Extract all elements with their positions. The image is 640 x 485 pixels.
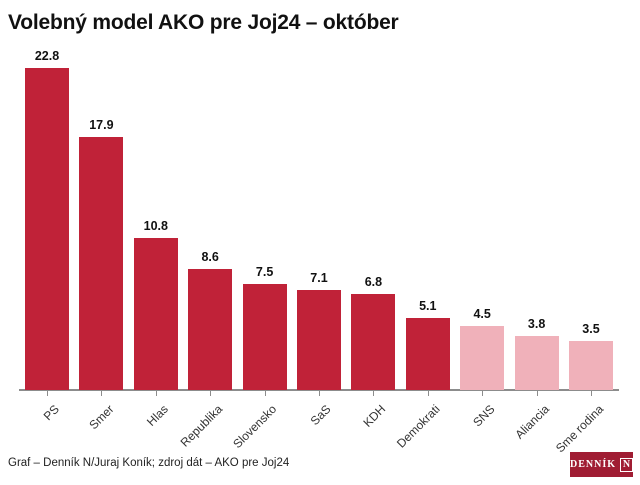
axis-tick xyxy=(536,391,538,396)
axis-tick xyxy=(155,391,157,396)
bar-value-label: 4.5 xyxy=(473,307,491,322)
bar-Demokrati xyxy=(405,317,450,390)
category-label-Smer: Smer xyxy=(86,402,117,433)
bar-value-label: 3.5 xyxy=(582,321,600,336)
category-label-PS: PS xyxy=(40,402,62,424)
bar-value-label: 22.8 xyxy=(34,49,60,64)
bar-SNS xyxy=(460,326,505,390)
category-label-Demokrati: Demokrati xyxy=(394,402,443,451)
bar-value-label: 5.1 xyxy=(419,298,437,313)
bar-Smer xyxy=(79,137,124,390)
bar-Hlas xyxy=(133,237,178,390)
bar-KDH xyxy=(351,293,396,390)
bar-PS xyxy=(25,68,69,390)
axis-tick xyxy=(427,391,429,396)
bar-Slovensko xyxy=(242,284,287,390)
axis-tick xyxy=(264,391,266,396)
logo-n-icon: N xyxy=(620,457,633,472)
dennik-n-logo: DENNÍK N xyxy=(570,452,633,477)
axis-tick xyxy=(482,391,484,396)
axis-tick xyxy=(47,391,48,396)
bar-value-label: 7.5 xyxy=(255,265,274,280)
axis-tick xyxy=(210,391,212,396)
bar-value-label: 3.8 xyxy=(527,317,546,332)
bar-Republika xyxy=(188,268,233,390)
category-label-Slovensko: Slovensko xyxy=(230,402,280,452)
axis-tick xyxy=(101,391,103,396)
bar-value-label: 7.1 xyxy=(310,270,328,285)
category-label-SaS: SaS xyxy=(307,402,334,428)
bar-value-label: 17.9 xyxy=(89,118,114,133)
bar-Sme rodina xyxy=(569,340,613,390)
logo-wordmark: DENNÍK xyxy=(570,458,617,470)
credit-text: Graf – Denník N/Juraj Koník; zdroj dát –… xyxy=(8,457,290,469)
axis-tick xyxy=(319,391,320,396)
bar-value-label: 6.8 xyxy=(364,274,383,289)
category-label-Republika: Republika xyxy=(177,402,226,450)
x-axis-line xyxy=(19,389,619,391)
bar-Aliancia xyxy=(514,336,559,390)
category-label-Aliancia: Aliancia xyxy=(511,402,552,442)
chart-title: Volebný model AKO pre Joj24 – október xyxy=(8,11,399,34)
bar-SaS xyxy=(297,289,341,390)
category-label-Hlas: Hlas xyxy=(143,402,171,429)
category-label-KDH: KDH xyxy=(360,402,389,430)
axis-tick xyxy=(373,391,375,396)
bar-value-label: 10.8 xyxy=(143,218,168,233)
category-label-SNS: SNS xyxy=(469,402,498,430)
axis-tick xyxy=(591,391,592,396)
bar-value-label: 8.6 xyxy=(201,249,219,264)
category-label-Sme rodina: Sme rodina xyxy=(552,402,606,456)
